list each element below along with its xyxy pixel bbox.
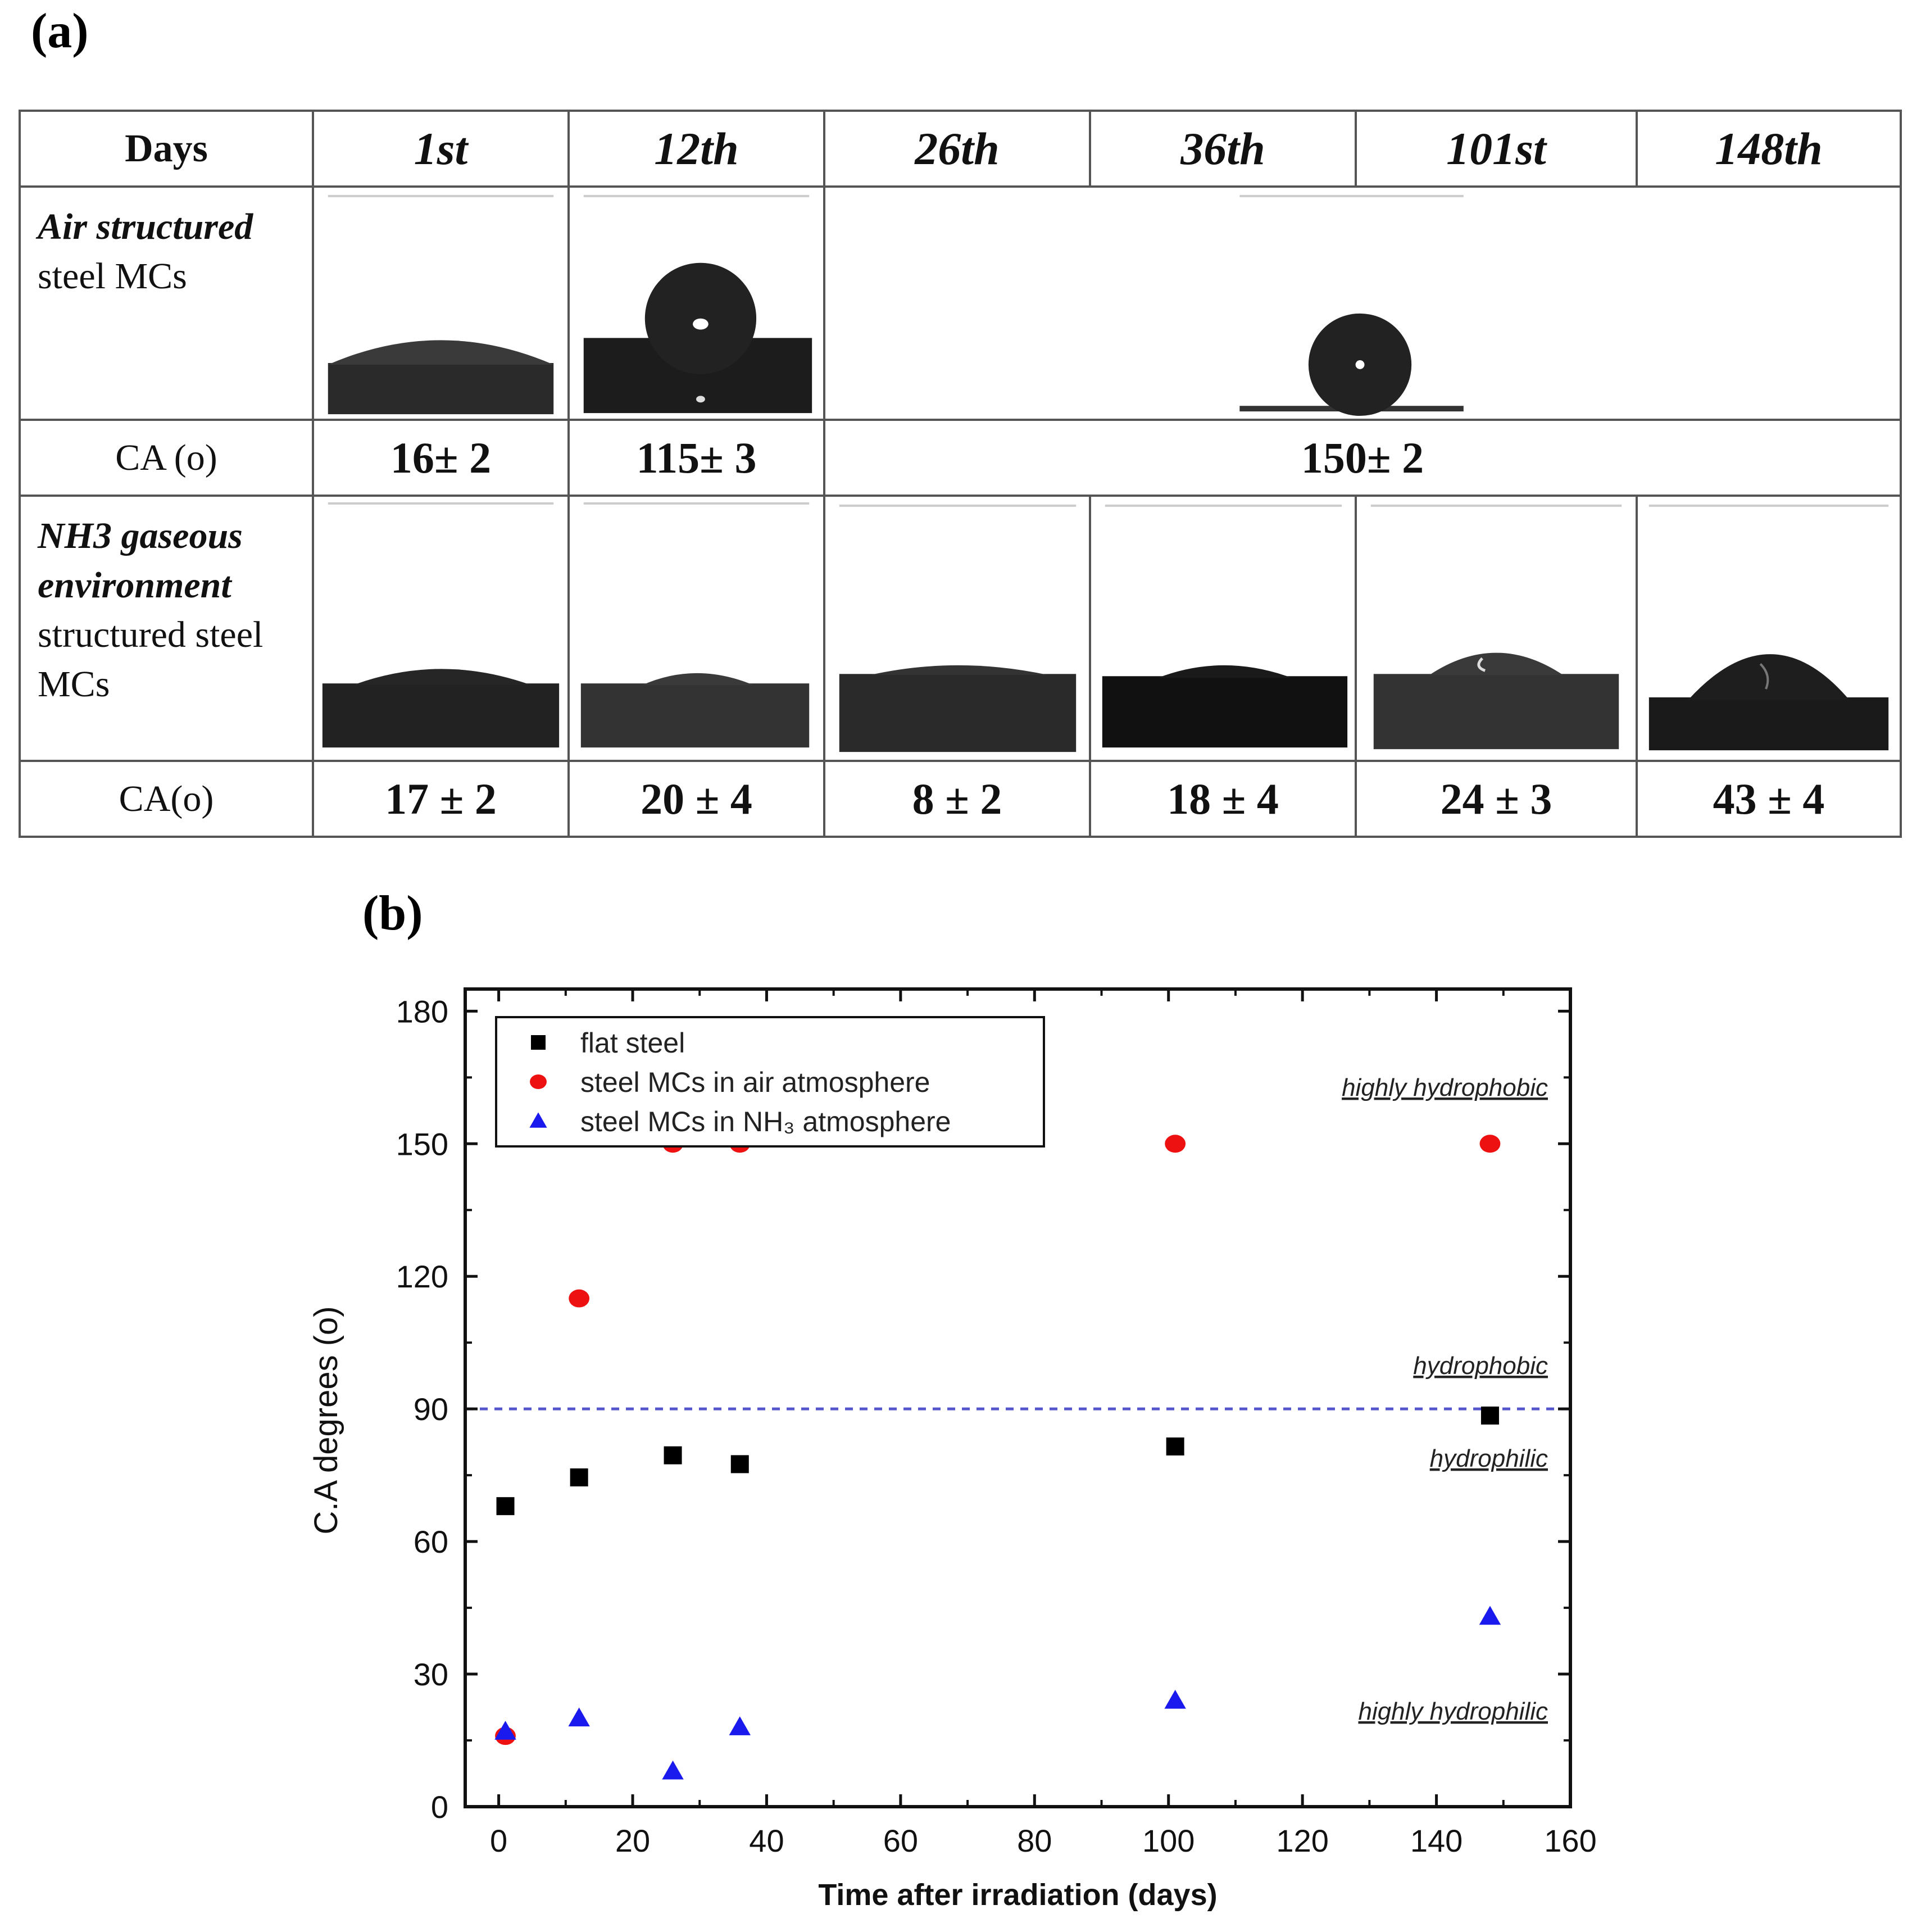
nh3-ca-value: 8 ± 2 [823, 760, 1091, 838]
nh3-ca-value: 24 ± 3 [1355, 760, 1638, 838]
x-tick-label: 40 [749, 1823, 784, 1858]
flat-steel-point [730, 1455, 749, 1473]
x-tick-label: 0 [490, 1823, 507, 1858]
day-header: 36th [1089, 110, 1357, 188]
nh3-ca-value: 18 ± 4 [1089, 760, 1357, 838]
air-row-label: Air structured steel MCs [19, 185, 314, 421]
region-label: hydrophilic [1430, 1445, 1548, 1472]
air-row-label-rest: steel MCs [38, 256, 187, 297]
day-header: 1st [312, 110, 570, 188]
air-ca-value: 150± 2 [823, 419, 1902, 497]
air-ca-value: 115± 3 [567, 419, 825, 497]
y-tick-label: 90 [414, 1391, 448, 1427]
legend-label: flat steel [580, 1027, 685, 1059]
droplet-image-nh3-1st [312, 495, 570, 762]
x-tick-label: 60 [883, 1823, 918, 1858]
day-header: 12th [567, 110, 825, 188]
panel-b-label: (b) [362, 886, 423, 941]
air-mcs-point [1479, 1135, 1501, 1153]
y-tick-label: 150 [396, 1126, 448, 1162]
x-tick-label: 160 [1544, 1823, 1596, 1858]
droplet-image-air-1st [312, 185, 570, 421]
nh3-mcs-point [1479, 1606, 1501, 1625]
nh3-row-label-rest: structured steel [38, 614, 264, 655]
flat-steel-point [664, 1446, 682, 1464]
table-header-row: Days 1st 12th 26th 36th 101st 148th [19, 110, 1902, 188]
y-tick-label: 0 [431, 1789, 448, 1825]
air-ca-label: CA (o) [19, 419, 314, 497]
nh3-mcs-point [494, 1721, 516, 1740]
droplet-image-air-12th [567, 185, 825, 421]
flat-steel-point [1166, 1437, 1184, 1456]
days-header: Days [19, 110, 314, 188]
nh3-mcs-point [1164, 1690, 1186, 1709]
nh3-ca-value: 20 ± 4 [567, 760, 825, 838]
nh3-image-row: NH3 gaseous environment structured steel… [19, 495, 1902, 762]
air-mcs-point [1165, 1135, 1186, 1153]
x-tick-label: 20 [615, 1823, 650, 1858]
air-ca-row: CA (o) 16± 2 115± 3 150± 2 [19, 419, 1902, 497]
y-tick-label: 30 [414, 1657, 448, 1692]
air-image-row: Air structured steel MCs [19, 185, 1902, 421]
droplet-image-nh3-148th [1636, 495, 1902, 762]
flat-steel-point [1480, 1406, 1499, 1425]
legend-label: steel MCs in air atmosphere [580, 1067, 930, 1098]
air-mcs-point [569, 1289, 590, 1308]
legend: flat steel steel MCs in air atmosphere ste… [495, 1016, 1045, 1148]
air-row-label-bold: Air structured [38, 206, 253, 247]
x-tick-label: 120 [1276, 1823, 1328, 1858]
air-ca-value: 16± 2 [312, 419, 570, 497]
region-label: highly hydrophilic [1358, 1698, 1548, 1725]
nh3-mcs-point [662, 1760, 684, 1780]
x-tick-label: 140 [1410, 1823, 1463, 1858]
legend-marker [530, 1074, 547, 1089]
nh3-mcs-point [568, 1707, 590, 1727]
flat-steel-point [570, 1468, 588, 1487]
nh3-ca-label: CA(o) [19, 760, 314, 838]
droplet-image-nh3-26th [823, 495, 1091, 762]
legend-box [495, 1016, 1045, 1148]
x-tick-label: 80 [1017, 1823, 1052, 1858]
legend-marker [529, 1112, 547, 1128]
y-tick-label: 180 [396, 994, 448, 1029]
x-tick-label: 100 [1142, 1823, 1195, 1858]
panel-a-label: (a) [31, 4, 89, 58]
droplet-image-nh3-12th [567, 495, 825, 762]
nh3-row-label-rest: MCs [38, 664, 110, 705]
nh3-row-label-bold: environment [38, 565, 231, 606]
nh3-ca-value: 43 ± 4 [1636, 760, 1902, 838]
contact-angle-chart: 0 20 40 60 80 100 120 140 160 0 30 60 90 120 150 180 Ti… [308, 987, 1597, 1912]
legend-marker [531, 1035, 546, 1050]
nh3-row-label-bold: NH3 gaseous [38, 515, 243, 556]
y-axis-title: C.A degrees (o) [308, 1306, 344, 1534]
flat-steel-point [496, 1497, 515, 1516]
nh3-ca-row: CA(o) 17 ± 2 20 ± 4 8 ± 2 18 ± 4 24 ± 3 … [19, 760, 1902, 838]
x-axis-title: Time after irradiation (days) [818, 1878, 1217, 1912]
droplet-image-nh3-101st [1355, 495, 1638, 762]
day-header: 148th [1636, 110, 1902, 188]
contact-angle-table: Days 1st 12th 26th 36th 101st 148th Air … [19, 110, 1902, 838]
legend-label: steel MCs in NH₃ atmosphere [580, 1106, 951, 1137]
day-header: 101st [1355, 110, 1638, 188]
region-label: highly hydrophobic [1342, 1074, 1548, 1101]
droplet-image-air-26th-148th [823, 185, 1902, 421]
y-tick-label: 60 [414, 1524, 448, 1559]
region-label: hydrophobic [1413, 1352, 1548, 1380]
day-header: 26th [823, 110, 1091, 188]
plot-frame [464, 987, 1572, 1808]
droplet-image-nh3-36th [1089, 495, 1357, 762]
nh3-ca-value: 17 ± 2 [312, 760, 570, 838]
nh3-mcs-point [729, 1716, 751, 1735]
y-tick-label: 120 [396, 1259, 448, 1294]
nh3-row-label: NH3 gaseous environment structured steel… [19, 495, 314, 762]
